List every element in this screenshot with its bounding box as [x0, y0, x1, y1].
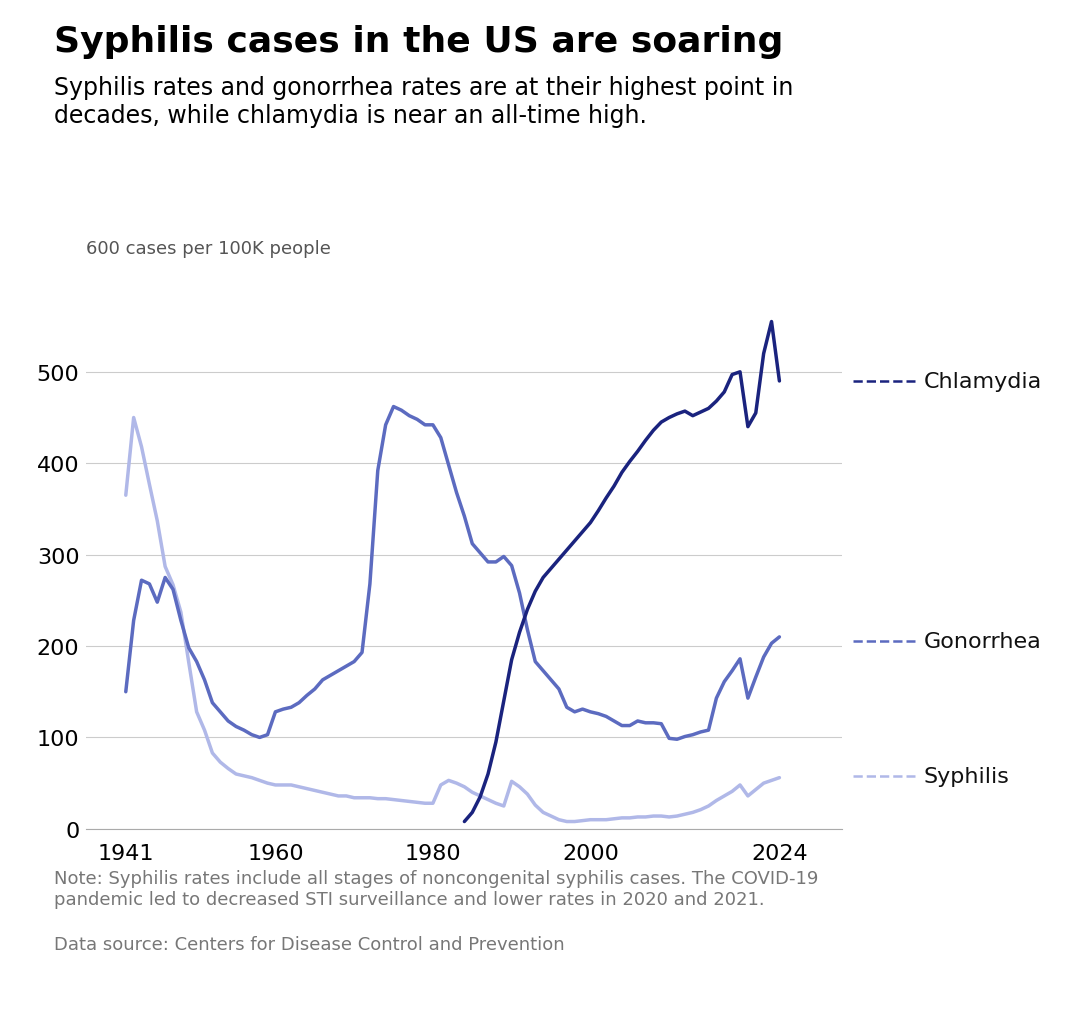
Text: Syphilis rates and gonorrhea rates are at their highest point in
decades, while : Syphilis rates and gonorrhea rates are a…: [54, 76, 794, 127]
Text: Syphilis cases in the US are soaring: Syphilis cases in the US are soaring: [54, 25, 783, 60]
Text: Syphilis: Syphilis: [923, 766, 1010, 786]
Text: Gonorrhea: Gonorrhea: [923, 632, 1041, 652]
Text: 600 cases per 100K people: 600 cases per 100K people: [86, 240, 332, 258]
Text: Data source: Centers for Disease Control and Prevention: Data source: Centers for Disease Control…: [54, 935, 565, 953]
Text: Chlamydia: Chlamydia: [923, 372, 1041, 391]
Text: Note: Syphilis rates include all stages of noncongenital syphilis cases. The COV: Note: Syphilis rates include all stages …: [54, 869, 819, 908]
